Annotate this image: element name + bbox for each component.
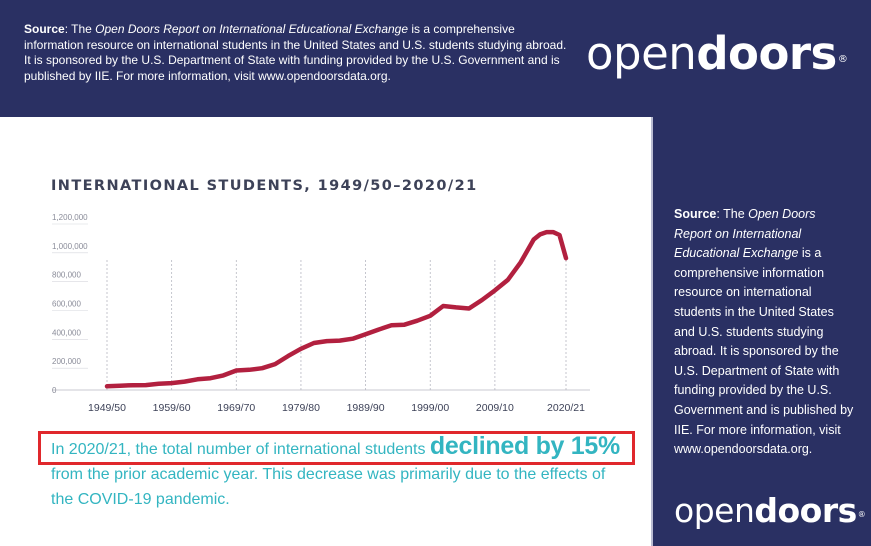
- banner-source-text: Source: The Open Doors Report on Interna…: [24, 22, 569, 84]
- y-tick-label: 200,000: [52, 357, 81, 366]
- y-tick-label: 1,200,000: [52, 213, 88, 222]
- y-axis: 0 200,000 400,000 600,000 800,000 1,000,000 1,…: [52, 213, 88, 395]
- summary-lead: In 2020/21, the total number of internat…: [51, 441, 430, 458]
- x-tick-label: 1979/80: [282, 402, 320, 414]
- y-tick-label: 600,000: [52, 300, 81, 309]
- x-tick-label: 1949/50: [88, 402, 126, 414]
- opendoors-logo: opendoors®: [586, 24, 848, 84]
- banner-source-label: Source: [24, 22, 65, 36]
- x-tick-label: 1969/70: [217, 402, 255, 414]
- logo-bold-part: doors: [696, 27, 837, 80]
- banner-source-body: is a comprehensive information resource …: [24, 22, 567, 83]
- summary-emphasis: declined by 15%: [429, 432, 620, 460]
- summary-rest: from the prior academic year. This decre…: [51, 466, 606, 508]
- x-tick-label: 1989/90: [347, 402, 385, 414]
- banner-source-pre: : The: [64, 22, 96, 36]
- logo-light-part: open: [586, 27, 697, 80]
- chart-grid: [52, 260, 590, 391]
- y-tick-label: 1,000,000: [52, 242, 88, 251]
- side-panel: Source: The Open Doors Report on Interna…: [653, 117, 871, 546]
- x-axis: 1949/50 1959/60 1969/70 1979/80 1989/90 1999/…: [88, 402, 585, 414]
- registered-mark: ®: [837, 54, 848, 65]
- side-opendoors-logo: opendoors®: [674, 489, 866, 533]
- x-tick-label: 2009/10: [476, 402, 514, 414]
- x-tick-label: 1959/60: [153, 402, 191, 414]
- side-logo-bold-part: doors: [754, 491, 857, 530]
- y-tick-label: 800,000: [52, 271, 81, 280]
- y-tick-label: 0: [52, 386, 57, 395]
- side-source-body: is a comprehensive information resource …: [674, 246, 854, 457]
- x-tick-label: 1999/00: [411, 402, 449, 414]
- side-registered-mark: ®: [857, 510, 866, 519]
- side-source-text: Source: The Open Doors Report on Interna…: [674, 205, 854, 460]
- side-divider: [651, 117, 653, 546]
- x-tick-label: 2020/21: [547, 402, 585, 414]
- side-source-pre: : The: [716, 207, 749, 221]
- y-tick-label: 400,000: [52, 328, 81, 337]
- series-line: [104, 229, 569, 389]
- side-logo-light-part: open: [674, 491, 755, 530]
- side-source-label: Source: [674, 207, 717, 221]
- chart-title: INTERNATIONAL STUDENTS, 1949/50–2020/21: [51, 178, 478, 194]
- banner-source-title: Open Doors Report on International Educa…: [95, 22, 409, 36]
- enrollment-line-chart: 0 200,000 400,000 600,000 800,000 1,000,000 1,…: [52, 213, 590, 414]
- summary-text: In 2020/21, the total number of internat…: [51, 434, 621, 512]
- side-source-title: Open Doors Report on International Educa…: [674, 207, 816, 261]
- callout-highlight-box: [38, 431, 635, 465]
- top-banner: Source: The Open Doors Report on Interna…: [0, 0, 871, 117]
